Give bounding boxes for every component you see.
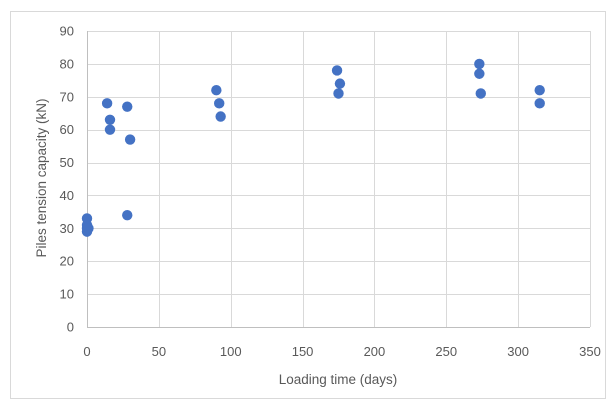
y-tick-label: 0	[67, 320, 74, 335]
x-tick-label: 350	[579, 344, 601, 359]
x-axis-ticks: 0 50 100 150 200 250 300 350	[83, 344, 600, 359]
x-tick-label: 150	[292, 344, 314, 359]
data-point	[122, 209, 133, 221]
x-axis-title: Loading time (days)	[279, 372, 398, 387]
data-points	[81, 58, 545, 237]
y-tick-label: 90	[60, 24, 74, 39]
y-axis-title: Piles tension capacity (kN)	[34, 98, 49, 257]
gridlines	[87, 31, 591, 327]
data-point	[215, 111, 226, 122]
data-point	[83, 223, 94, 234]
data-point	[534, 85, 545, 96]
chart-area	[10, 11, 606, 399]
data-point	[475, 88, 486, 99]
x-tick-label: 200	[364, 344, 386, 359]
y-tick-label: 50	[60, 155, 74, 170]
y-tick-label: 60	[60, 122, 74, 137]
data-point	[104, 114, 116, 126]
axes	[87, 31, 590, 328]
x-tick-label: 0	[83, 344, 90, 359]
x-tick-label: 250	[435, 344, 457, 359]
y-tick-label: 20	[60, 254, 74, 269]
y-tick-label: 70	[60, 89, 74, 104]
data-point	[534, 98, 545, 109]
data-point	[214, 98, 225, 109]
x-tick-label: 300	[507, 344, 529, 359]
data-point	[474, 58, 485, 70]
y-tick-label: 40	[60, 188, 74, 203]
y-tick-label: 80	[60, 56, 74, 71]
y-axis-ticks: 0 10 20 30 40 50 60 70 80 90	[60, 24, 74, 335]
data-point	[122, 101, 133, 112]
data-point	[333, 88, 344, 99]
x-tick-label: 50	[152, 344, 166, 359]
data-point	[331, 65, 343, 76]
data-point	[211, 85, 222, 96]
y-tick-label: 10	[60, 287, 74, 302]
data-point	[474, 68, 485, 79]
data-point	[104, 124, 116, 135]
data-point	[101, 98, 113, 109]
data-point	[334, 78, 346, 89]
x-tick-label: 100	[220, 344, 242, 359]
data-point	[124, 134, 136, 145]
y-tick-label: 30	[60, 221, 74, 236]
